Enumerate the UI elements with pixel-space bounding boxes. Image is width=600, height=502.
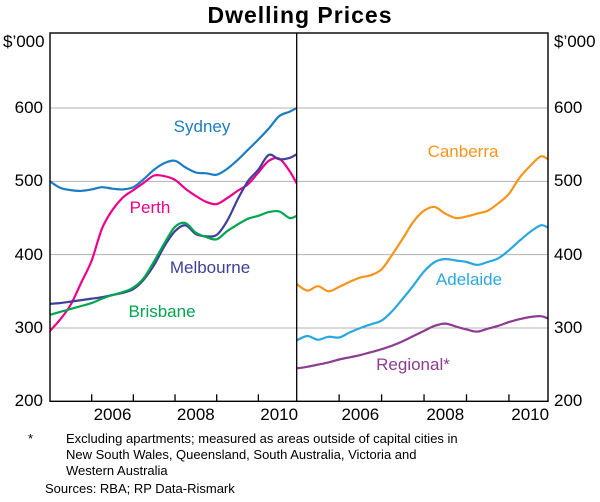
y-tick-label-right: 200 xyxy=(554,391,583,411)
y-tick-label-right: 600 xyxy=(554,98,583,117)
y-tick-label-left: 400 xyxy=(14,244,43,264)
series-label-regional: Regional* xyxy=(376,355,450,374)
sources-line: Sources: RBA; RP Data-Rismark xyxy=(45,481,235,496)
y-axis-unit-left: $’000 xyxy=(3,32,45,51)
series-label-sydney: Sydney xyxy=(173,117,231,136)
series-line-brisbane xyxy=(50,209,297,316)
y-tick-label-right: 300 xyxy=(554,317,583,337)
plot-frame xyxy=(49,32,549,402)
series-label-brisbane: Brisbane xyxy=(128,302,196,321)
footnote-line-2: New South Wales, Queensland, South Austr… xyxy=(66,447,417,462)
y-tick-label-left: 200 xyxy=(14,391,43,411)
y-tick-label-left: 600 xyxy=(14,98,43,117)
x-tick-label: 2006 xyxy=(93,405,132,424)
series-line-regional xyxy=(296,315,549,370)
series-line-melbourne xyxy=(50,153,297,305)
y-tick-label-right: 400 xyxy=(554,244,583,264)
y-tick-label-left: 300 xyxy=(14,317,43,337)
footnote-line-1: Excluding apartments; measured as areas … xyxy=(66,431,458,446)
series-label-adelaide: Adelaide xyxy=(435,270,503,289)
x-tick-label: 2008 xyxy=(426,405,465,424)
x-tick-label: 2010 xyxy=(260,405,299,424)
x-tick-label: 2006 xyxy=(341,405,380,424)
series-line-adelaide xyxy=(296,224,549,342)
footnote-marker: * xyxy=(28,431,34,446)
y-tick-label-right: 500 xyxy=(554,171,583,191)
series-line-sydney xyxy=(50,106,297,193)
x-tick-label: 2010 xyxy=(511,405,550,424)
y-tick-label-left: 500 xyxy=(14,171,43,191)
series-line-canberra xyxy=(296,155,549,293)
series-label-canberra: Canberra xyxy=(427,142,499,161)
chart-title: Dwelling Prices xyxy=(207,2,393,28)
y-axis-unit-right: $’000 xyxy=(554,32,596,51)
x-tick-label: 2008 xyxy=(176,405,215,424)
series-label-melbourne: Melbourne xyxy=(169,258,251,277)
footnote-line-3: Western Australia xyxy=(66,463,168,478)
series-line-perth xyxy=(50,156,297,332)
series-label-perth: Perth xyxy=(129,198,171,217)
